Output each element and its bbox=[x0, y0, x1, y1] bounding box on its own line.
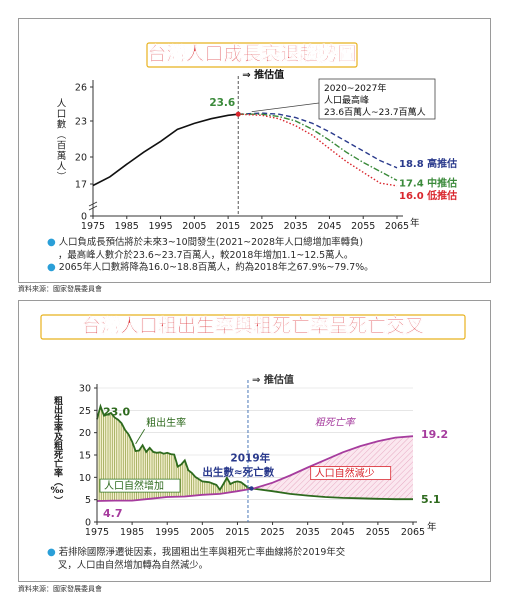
note-continuation: ，最高峰人數介於23.6~23.7百萬人，較2018年增加1.1~12.5萬人。 bbox=[58, 249, 354, 261]
x-tick-label: 2025 bbox=[260, 527, 284, 538]
birth-start-value: 23.0 bbox=[103, 405, 130, 418]
callout-pointer bbox=[251, 102, 320, 113]
y-axis-label: 粗出生率及粗死亡率（‰） bbox=[50, 395, 63, 505]
callout-box bbox=[318, 78, 436, 120]
callout-text: 人口最高峰 bbox=[324, 94, 369, 106]
callout-text: 2020~2027年 bbox=[324, 82, 386, 94]
increase-label-box bbox=[99, 478, 181, 493]
y-tick-label: 5 bbox=[85, 495, 91, 506]
chart-title: 台灣人口粗出生率與粗死亡率呈死亡交叉 bbox=[82, 314, 425, 337]
x-tick-label: 2055 bbox=[351, 221, 375, 232]
source-label: 資料來源：國家發展委員會 bbox=[18, 285, 102, 293]
series-line-mid bbox=[238, 113, 398, 182]
x-tick-label: 2035 bbox=[284, 221, 308, 232]
x-tick-label: 2025 bbox=[250, 221, 274, 232]
bullet-dot-icon: ● bbox=[47, 547, 56, 558]
x-tick-label: 2055 bbox=[366, 527, 390, 538]
decrease-label-box bbox=[310, 466, 392, 481]
x-tick-label: 2015 bbox=[225, 527, 249, 538]
x-tick-label: 2065 bbox=[385, 221, 409, 232]
y-tick-label: 23 bbox=[75, 117, 87, 128]
cross-point bbox=[249, 486, 254, 491]
death-start-value: 4.7 bbox=[103, 507, 123, 520]
population-notes: ● 人口負成長預估將於未來3~10間發生(2021~2028年人口總增加率轉負)… bbox=[47, 237, 482, 275]
y-tick-label: 10 bbox=[79, 473, 91, 484]
death-series-label: 粗死亡率 bbox=[315, 417, 357, 429]
x-tick-label: 2015 bbox=[216, 221, 240, 232]
forecast-label: ⇒ 推估值 bbox=[252, 373, 294, 386]
series-line-high bbox=[238, 112, 398, 169]
series-end-label: 16.0 低推估 bbox=[399, 189, 457, 202]
x-tick-label: 2045 bbox=[331, 527, 355, 538]
y-tick-label: 20 bbox=[75, 153, 87, 164]
population-note: ● 人口負成長預估將於未來3~10間發生(2021~2028年人口總增加率轉負) bbox=[47, 237, 482, 250]
birth-death-note: ● 若排除國際淨遷徙因素，我國粗出生率與粗死亡率曲線將於2019年交 bbox=[47, 547, 482, 560]
increase-label: 人口自然增加 bbox=[104, 479, 164, 492]
title-frame bbox=[40, 314, 466, 340]
series-line-low bbox=[238, 113, 398, 187]
x-tick-label: 2065 bbox=[401, 527, 425, 538]
y-tick-label: 15 bbox=[79, 451, 91, 462]
peak-label: 23.6 bbox=[209, 97, 235, 109]
population-trend-chart: 台灣人口成長衰退趨勢圖 0 17 20 23 26 1975 1985 1995 2005 2015… bbox=[55, 42, 458, 232]
x-tick-label: 1975 bbox=[81, 221, 105, 232]
series-line-birth bbox=[96, 403, 413, 501]
y-tick-label: 0 bbox=[81, 212, 87, 223]
birth-death-notes: ● 若排除國際淨遷徙因素，我國粗出生率與粗死亡率曲線將於2019年交 叉，人口由… bbox=[47, 547, 482, 572]
cross-year-label: 2019年 bbox=[230, 451, 270, 464]
decrease-label: 人口自然減少 bbox=[315, 467, 375, 480]
x-tick-label: 1985 bbox=[115, 221, 139, 232]
source-label: 資料來源：國家發展委員會 bbox=[18, 585, 102, 593]
x-tick-label: 1995 bbox=[155, 527, 179, 538]
x-tick-label: 1995 bbox=[148, 221, 172, 232]
series-line-actual bbox=[92, 113, 239, 187]
population-note: ● 2065年人口數將降為16.0~18.8百萬人，約為2018年之67.9%~… bbox=[47, 262, 482, 275]
bullet-dot-icon: ● bbox=[47, 237, 56, 248]
x-tick-label: 1985 bbox=[120, 527, 144, 538]
x-tick-label: 2045 bbox=[317, 221, 341, 232]
population-trend-panel: 台灣人口成長衰退趨勢圖 0 17 20 23 26 1975 1985 1995 2005 2015… bbox=[18, 18, 491, 283]
chart-title: 台灣人口成長衰退趨勢圖 bbox=[147, 42, 356, 65]
death-end-value: 19.2 bbox=[421, 428, 448, 441]
x-tick-label: 1975 bbox=[85, 527, 109, 538]
x-axis-unit: 年 bbox=[410, 217, 420, 229]
y-tick-label: 30 bbox=[79, 384, 91, 395]
natural-increase-area bbox=[97, 406, 252, 501]
title-frame bbox=[146, 42, 358, 68]
x-tick-label: 2005 bbox=[190, 527, 214, 538]
y-tick-label: 0 bbox=[85, 518, 91, 529]
x-tick-label: 2035 bbox=[296, 527, 320, 538]
note-text: 2065年人口數將降為16.0~18.8百萬人，約為2018年之67.9%~79… bbox=[58, 262, 374, 273]
y-tick-label: 17 bbox=[75, 180, 87, 191]
forecast-label: ⇒ 推估值 bbox=[242, 68, 284, 81]
y-tick-label: 25 bbox=[79, 406, 91, 417]
cross-desc-label: 出生數≈死亡數 bbox=[202, 466, 274, 479]
bullet-dot-icon: ● bbox=[47, 262, 56, 273]
y-axis-label: 人口數（百萬人） bbox=[55, 98, 67, 182]
y-tick-label: 26 bbox=[75, 83, 87, 94]
note-continuation: 叉，人口由自然增加轉為自然減少。 bbox=[58, 559, 209, 571]
birth-death-panel: 台灣人口粗出生率與粗死亡率呈死亡交叉 0 5 10 15 20 25 30 1975 1985 19… bbox=[18, 300, 491, 582]
note-text: 人口負成長預估將於未來3~10間發生(2021~2028年人口總增加率轉負) bbox=[58, 237, 363, 248]
series-end-label: 18.8 高推估 bbox=[399, 157, 457, 170]
axis-break-mark bbox=[88, 201, 98, 211]
callout-text: 23.6百萬人~23.7百萬人 bbox=[324, 106, 426, 118]
series-end-label: 17.4 中推估 bbox=[399, 176, 457, 189]
birth-series-label: 粗出生率 bbox=[146, 416, 186, 429]
x-axis-unit: 年 bbox=[427, 521, 437, 533]
x-tick-label: 2005 bbox=[182, 221, 206, 232]
birth-label-pointer bbox=[135, 428, 146, 445]
note-text: 若排除國際淨遷徙因素，我國粗出生率與粗死亡率曲線將於2019年交 bbox=[58, 547, 346, 558]
peak-point bbox=[235, 111, 241, 117]
birth-end-value: 5.1 bbox=[421, 493, 441, 506]
y-tick-label: 20 bbox=[79, 428, 91, 439]
